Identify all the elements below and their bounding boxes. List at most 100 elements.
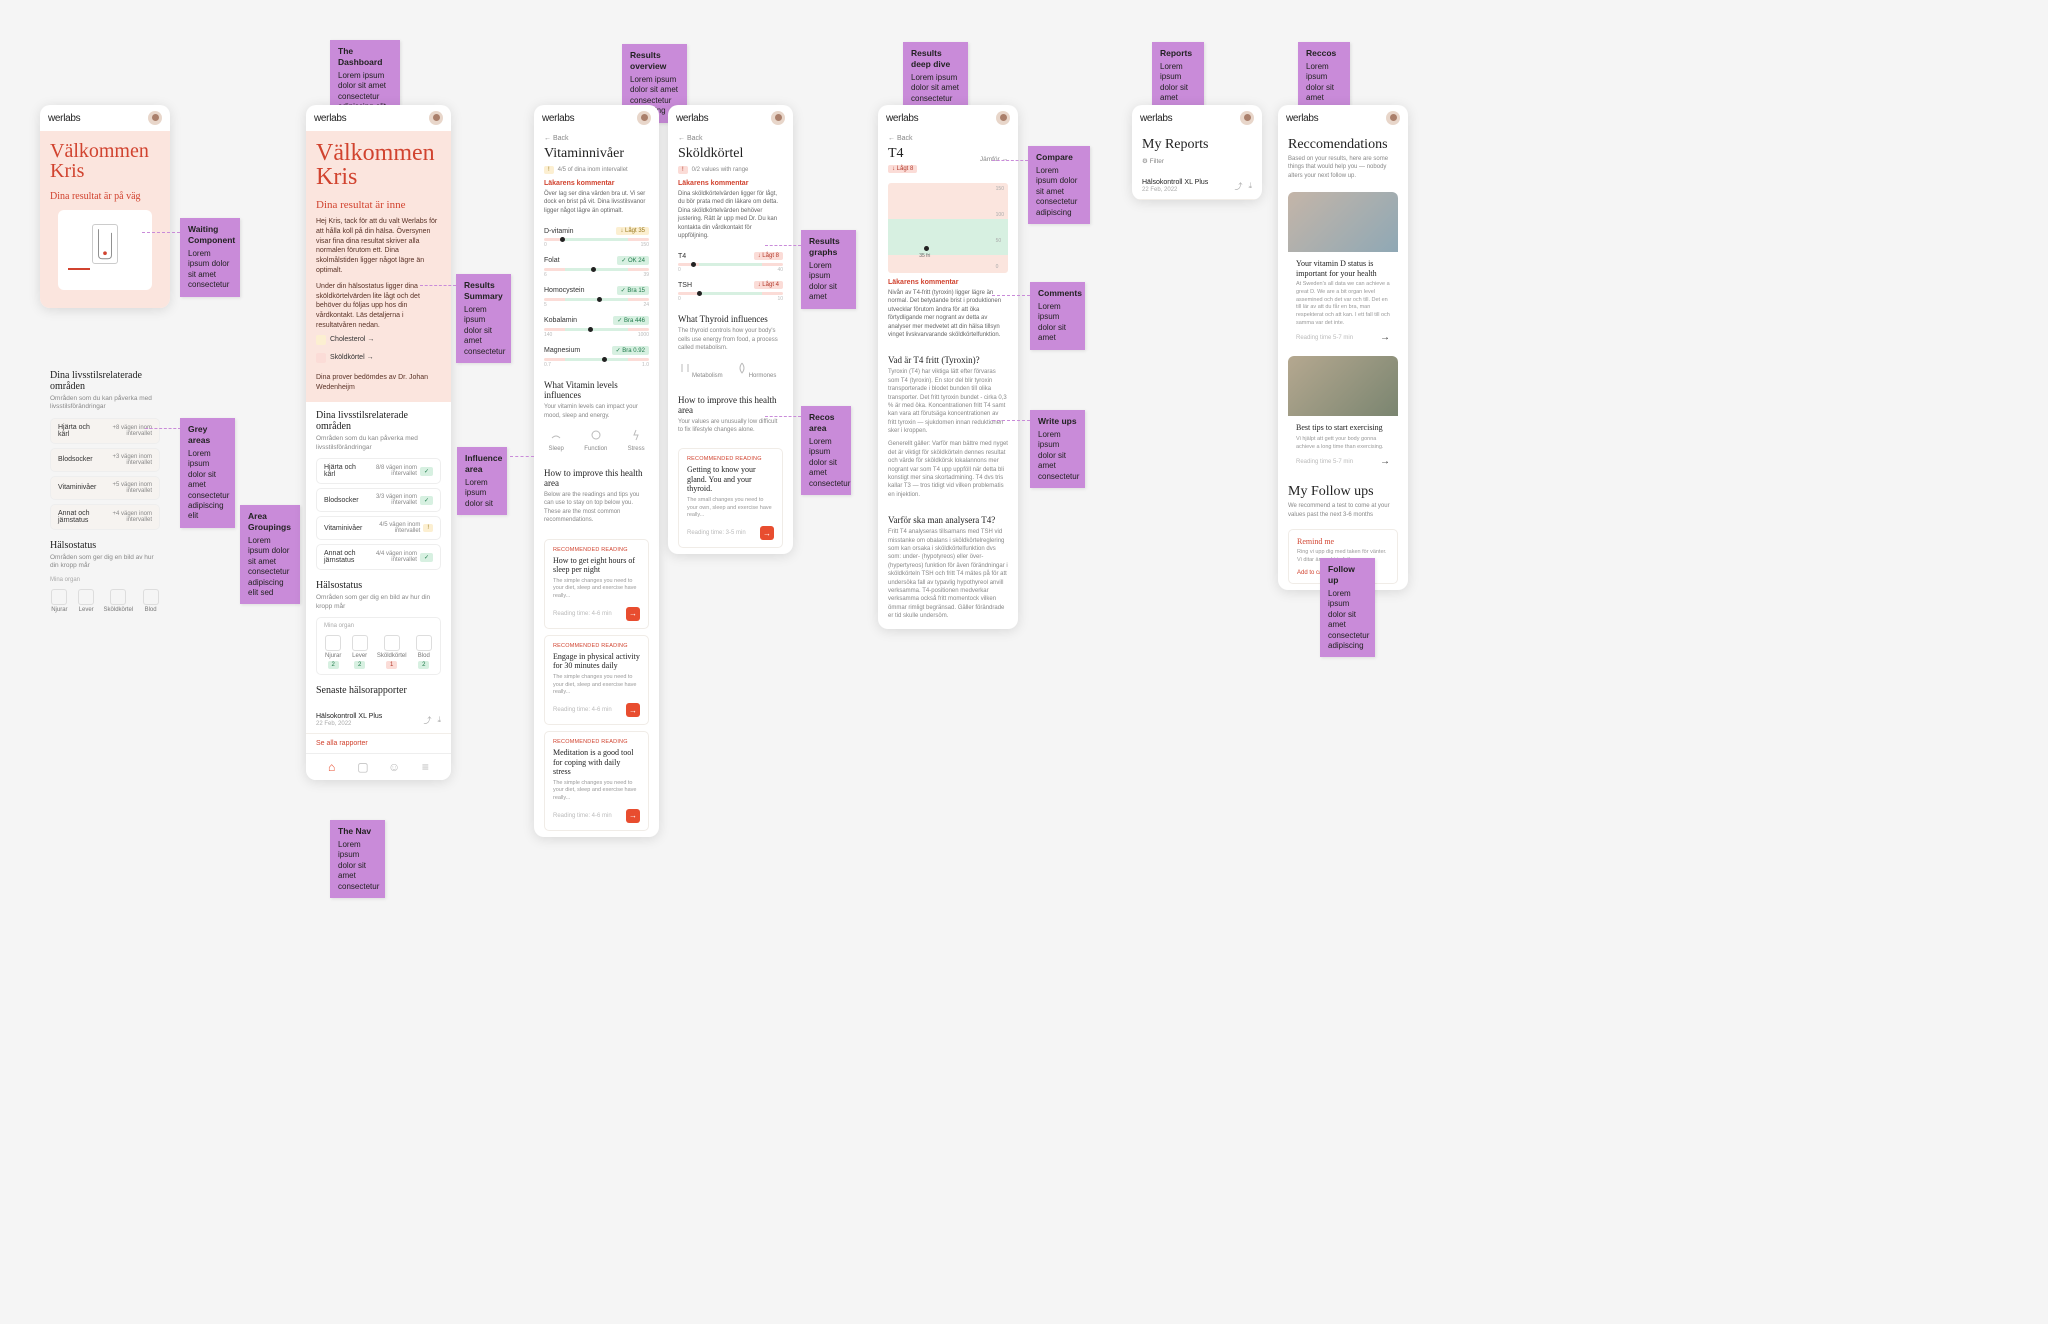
influence-icon: Sleep (544, 428, 568, 452)
marker-row[interactable]: TSH↓ Lågt 4 010 (668, 277, 793, 306)
avatar[interactable] (996, 111, 1010, 125)
nav-reports[interactable]: ▢ (356, 760, 370, 774)
area-card[interactable]: Blodsocker3/3 vägen inom intervallet✓ (316, 488, 441, 512)
marker-row[interactable]: Magnesium✓ Bra 0.92 0.71.0 (534, 342, 659, 372)
avatar[interactable] (1240, 111, 1254, 125)
marker-row[interactable]: T4↓ Lågt 8 040 (668, 248, 793, 277)
nav-home[interactable]: ⌂ (325, 760, 339, 774)
organ-item[interactable]: Blod2 (415, 635, 433, 669)
area-card[interactable]: Hjärta och kärl+8 vägen inom intervallet (50, 418, 160, 444)
nav-profile[interactable]: ☺ (387, 760, 401, 774)
t4-chart: 150 100 50 0 35 fri (888, 183, 1008, 273)
report-row[interactable]: Hälsokontroll XL Plus22 Feb, 2022 ⤴⤓ (306, 707, 451, 734)
area-card[interactable]: Vitaminivåer+5 vägen inom intervallet (50, 476, 160, 500)
arrow-button[interactable]: → (1380, 332, 1390, 343)
reco-card[interactable]: Best tips to start exercising Vi hjälpt … (1288, 356, 1398, 474)
arrow-button[interactable]: → (760, 526, 774, 540)
link-thyroid[interactable]: Sköldkörtel → (316, 349, 441, 367)
influence-icon: Stress (623, 428, 649, 452)
connector-line (142, 232, 180, 233)
screen-skoldkortel: werlabs ← Back Sköldkörtel !0/2 values w… (668, 105, 793, 554)
report-row[interactable]: Hälsokontroll XL Plus22 Feb, 2022 ⤴⤓ (1132, 173, 1262, 200)
connector-line (765, 416, 801, 417)
nav-menu[interactable]: ≡ (418, 760, 432, 774)
sticky-writeups: Write ups Lorem ipsum dolor sit amet con… (1030, 410, 1085, 488)
welcome-title: VälkommenKris (50, 141, 160, 181)
waiting-illustration (92, 224, 118, 264)
link-cholesterol[interactable]: Cholesterol → (316, 331, 441, 349)
logo: werlabs (886, 113, 918, 124)
avatar[interactable] (148, 111, 162, 125)
why-analyze-t4: Varför ska man analysera T4? Fritt T4 an… (878, 507, 1018, 628)
page-title: Sköldkörtel (668, 142, 793, 164)
download-icon[interactable]: ⤓ (437, 715, 441, 726)
area-card[interactable]: Annat och järnstatus4/4 vägen inom inter… (316, 544, 441, 570)
organ-item[interactable]: Lever2 (350, 635, 368, 669)
arrow-button[interactable]: → (626, 809, 640, 823)
organ-item: Lever (77, 589, 96, 613)
screen-vitaminnivaer: werlabs ← Back Vitaminnivåer !4/5 of din… (534, 105, 659, 837)
arrow-button[interactable]: → (626, 703, 640, 717)
reco-card[interactable]: Recommended readingHow to get eight hour… (544, 539, 649, 629)
marker-row[interactable]: Kobalamin✓ Bra 446 1401000 (534, 312, 659, 342)
download-icon[interactable]: ⤓ (1248, 181, 1252, 192)
organ-label: Mina organ (50, 577, 160, 583)
back-link[interactable]: ← Back (878, 131, 1018, 142)
areas-subtitle: Områden som du kan påverka med livsstils… (50, 395, 160, 412)
influence-icon: Hormones (735, 361, 777, 379)
organ-item[interactable]: Njurar2 (324, 635, 342, 669)
logo: werlabs (1140, 113, 1172, 124)
areas-title: Dina livsstilsrelaterade områden (316, 410, 441, 432)
marker-row[interactable]: Folat✓ OK 24 639 (534, 252, 659, 282)
avatar[interactable] (771, 111, 785, 125)
reco-card[interactable]: Recommended reading Getting to know your… (678, 448, 783, 548)
doctor-comment: Läkarens kommentar Nivån av T4-fritt (ty… (878, 279, 1018, 347)
sticky-results-graph: Results graphs Lorem ipsum dolor sit ame… (801, 230, 856, 309)
area-card[interactable]: Hjärta och kärl8/8 vägen inom intervalle… (316, 458, 441, 484)
area-card[interactable]: Vitaminivåer4/5 vägen inom intervallet! (316, 516, 441, 540)
logo: werlabs (676, 113, 708, 124)
see-all-reports[interactable]: Se alla rapporter (306, 734, 451, 753)
marker-row[interactable]: Homocystein✓ Bra 15 524 (534, 282, 659, 312)
connector-line (992, 420, 1030, 421)
page-title: Vitaminnivåer (534, 142, 659, 164)
logo: werlabs (542, 113, 574, 124)
health-title: Hälsostatus (50, 540, 160, 551)
improve-section: How to improve this health area Below ar… (534, 460, 659, 533)
page-title: My Reports (1132, 131, 1262, 155)
back-link[interactable]: ← Back (668, 131, 793, 142)
arrow-button[interactable]: → (1380, 456, 1390, 467)
logo: werlabs (48, 113, 80, 124)
reco-card[interactable]: Recommended readingMeditation is a good … (544, 731, 649, 831)
reco-card[interactable]: Recommended readingEngage in physical ac… (544, 635, 649, 725)
reco-card[interactable]: Your vitamin D status is important for y… (1288, 192, 1398, 350)
marker-row[interactable]: D-vitamin↓ Lågt 35 0150 (534, 223, 659, 252)
filter-link[interactable]: ⚙ Filter (1132, 155, 1262, 173)
back-link[interactable]: ← Back (534, 131, 659, 142)
influence-icon: Metabolism (678, 361, 723, 379)
logo: werlabs (1286, 113, 1318, 124)
area-card[interactable]: Annat och järnstatus+4 vägen inom interv… (50, 504, 160, 530)
organ-item: Blod (141, 589, 160, 613)
influence-icon: Function (580, 428, 611, 452)
connector-line (145, 428, 181, 429)
share-icon[interactable]: ⤴ (423, 715, 431, 726)
areas-subtitle: Områden som du kan påverka med livsstils… (316, 435, 441, 452)
organ-item[interactable]: Sköldkörtel1 (377, 635, 407, 669)
doctor-comment: Läkarens kommentar Dina sköldkörtelvärde… (668, 180, 793, 248)
page-title: T4 (888, 146, 917, 162)
area-card[interactable]: Blodsocker+3 vägen inom intervallet (50, 448, 160, 472)
share-icon[interactable]: ⤴ (1234, 181, 1242, 192)
arrow-button[interactable]: → (626, 607, 640, 621)
sticky-area-group: Area Groupings Lorem ipsum dolor sit ame… (240, 505, 300, 604)
hero-body: Hej Kris, tack för att du valt Werlabs f… (316, 217, 441, 276)
followups-subtitle: We recommend a test to come at your valu… (1278, 502, 1408, 523)
connector-line (992, 295, 1030, 296)
doctor-comment: Läkarens kommentar Över lag ser dina vär… (534, 180, 659, 223)
avatar[interactable] (429, 111, 443, 125)
doctor-note: Dina prover bedömdes av Dr. Johan Wedenh… (316, 373, 441, 393)
avatar[interactable] (637, 111, 651, 125)
chart-point (924, 246, 929, 251)
avatar[interactable] (1386, 111, 1400, 125)
screen-recommendations: werlabs Reccomendations Based on your re… (1278, 105, 1408, 590)
